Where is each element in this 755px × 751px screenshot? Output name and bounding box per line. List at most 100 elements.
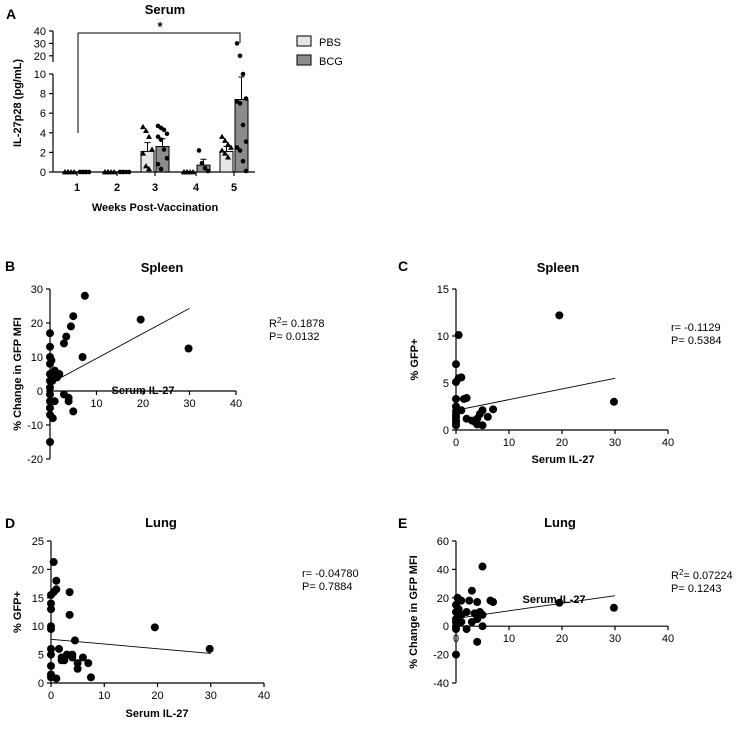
y-axis-label: % GFP+ bbox=[12, 591, 24, 633]
x-tick-label: 0 bbox=[48, 690, 54, 702]
data-point bbox=[457, 373, 466, 382]
data-point-pbs bbox=[65, 169, 71, 175]
data-point bbox=[48, 414, 57, 423]
data-point bbox=[52, 576, 61, 585]
significance-bracket bbox=[77, 32, 241, 133]
data-point-pbs bbox=[184, 169, 190, 175]
regression-line bbox=[49, 307, 190, 384]
x-tick-label: 30 bbox=[183, 398, 195, 410]
y-tick-label: 30 bbox=[31, 284, 43, 296]
data-point bbox=[609, 603, 618, 612]
data-point bbox=[489, 405, 498, 414]
x-tick-label: 10 bbox=[503, 437, 515, 449]
data-point-bcg bbox=[240, 158, 246, 164]
y-tick-label: 0 bbox=[40, 167, 46, 179]
data-point-bcg bbox=[158, 137, 164, 142]
x-tick-label: 20 bbox=[137, 398, 149, 410]
x-tick-label: 2 bbox=[114, 182, 120, 194]
y-tick-label: 60 bbox=[437, 536, 449, 548]
data-point bbox=[462, 608, 471, 616]
data-point bbox=[462, 394, 471, 403]
data-point-pbs bbox=[228, 144, 234, 150]
data-point bbox=[52, 585, 61, 594]
data-point-bcg bbox=[243, 168, 249, 174]
data-point bbox=[454, 331, 463, 340]
data-point-pbs bbox=[225, 154, 231, 160]
data-point bbox=[467, 586, 476, 595]
y-tick-label: 6 bbox=[40, 108, 46, 120]
y-tick-label: 30 bbox=[34, 38, 46, 50]
data-point-pbs bbox=[111, 169, 117, 175]
panel-label-b: B bbox=[5, 258, 15, 274]
stat-coefficient: R2= 0.07224 bbox=[671, 568, 733, 582]
y-tick-label: 0 bbox=[37, 386, 43, 398]
x-tick-label: 40 bbox=[662, 633, 674, 645]
data-point bbox=[49, 558, 58, 567]
x-tick-label: 0 bbox=[453, 633, 459, 645]
data-point bbox=[73, 659, 82, 668]
data-point-bcg bbox=[237, 53, 243, 59]
data-point bbox=[84, 659, 93, 668]
y-tick-label: 10 bbox=[32, 621, 44, 633]
data-point-pbs bbox=[71, 169, 77, 175]
data-point-pbs bbox=[225, 141, 231, 147]
regression-line bbox=[455, 377, 616, 411]
y-tick-label: 8 bbox=[40, 89, 46, 101]
data-point bbox=[46, 404, 54, 412]
stat-coefficient: r= -0.1129 bbox=[671, 322, 721, 334]
data-point bbox=[478, 562, 487, 571]
stat-p-value: P= 0.7884 bbox=[302, 581, 352, 593]
data-point-bcg bbox=[237, 148, 243, 153]
data-point bbox=[609, 397, 618, 406]
data-point bbox=[47, 599, 55, 608]
x-tick-label: 1 bbox=[74, 182, 80, 194]
x-axis-label: Weeks Post-Vaccination bbox=[92, 202, 219, 214]
data-point bbox=[65, 588, 74, 597]
data-point-pbs bbox=[140, 150, 146, 156]
chart-title: Spleen bbox=[141, 260, 184, 275]
data-point bbox=[465, 596, 474, 605]
data-point bbox=[478, 610, 487, 619]
data-point bbox=[69, 312, 78, 321]
data-point-pbs bbox=[146, 133, 152, 139]
legend-label-bcg: BCG bbox=[319, 56, 343, 68]
stat-coefficient: r= -0.04780 bbox=[302, 568, 359, 580]
y-tick-label: 5 bbox=[38, 650, 44, 662]
data-point bbox=[150, 623, 159, 632]
data-point bbox=[69, 407, 78, 416]
data-point-bcg bbox=[155, 161, 161, 167]
y-tick-label: 2 bbox=[40, 147, 46, 159]
y-tick-label: 15 bbox=[32, 593, 44, 605]
data-point bbox=[66, 322, 75, 331]
significance-marker: * bbox=[157, 19, 163, 34]
y-tick-label: 10 bbox=[31, 352, 43, 364]
panel-d: D Lung 0 5 10 15 20 25 0 10 20 30 40 Serum IL-27 % GFP… bbox=[5, 515, 359, 720]
y-tick-label: 20 bbox=[32, 564, 44, 576]
data-point bbox=[54, 644, 63, 653]
data-point bbox=[457, 596, 466, 605]
y-tick-label: 40 bbox=[437, 564, 449, 576]
data-point-pbs bbox=[219, 133, 225, 139]
y-axis-label: % GFP+ bbox=[409, 339, 421, 381]
data-point bbox=[47, 661, 55, 670]
x-tick-label: 40 bbox=[230, 398, 242, 410]
data-point-bcg bbox=[126, 169, 132, 175]
stat-p-value: P= 0.5384 bbox=[671, 335, 721, 347]
data-point bbox=[78, 353, 87, 361]
data-point-bcg bbox=[234, 41, 240, 46]
data-point bbox=[47, 644, 55, 653]
x-tick-label: 20 bbox=[556, 633, 568, 645]
data-point bbox=[555, 311, 564, 320]
data-point bbox=[205, 644, 214, 653]
data-point bbox=[64, 397, 73, 406]
legend-swatch-bcg bbox=[296, 54, 312, 66]
y-tick-label: 20 bbox=[34, 51, 46, 63]
data-point bbox=[86, 673, 95, 682]
y-tick-label: 0 bbox=[38, 678, 44, 690]
data-point bbox=[65, 610, 74, 619]
x-axis-label: Serum IL-27 bbox=[126, 708, 189, 720]
data-point bbox=[46, 329, 54, 338]
data-point bbox=[462, 625, 471, 634]
data-point-pbs bbox=[143, 127, 149, 134]
